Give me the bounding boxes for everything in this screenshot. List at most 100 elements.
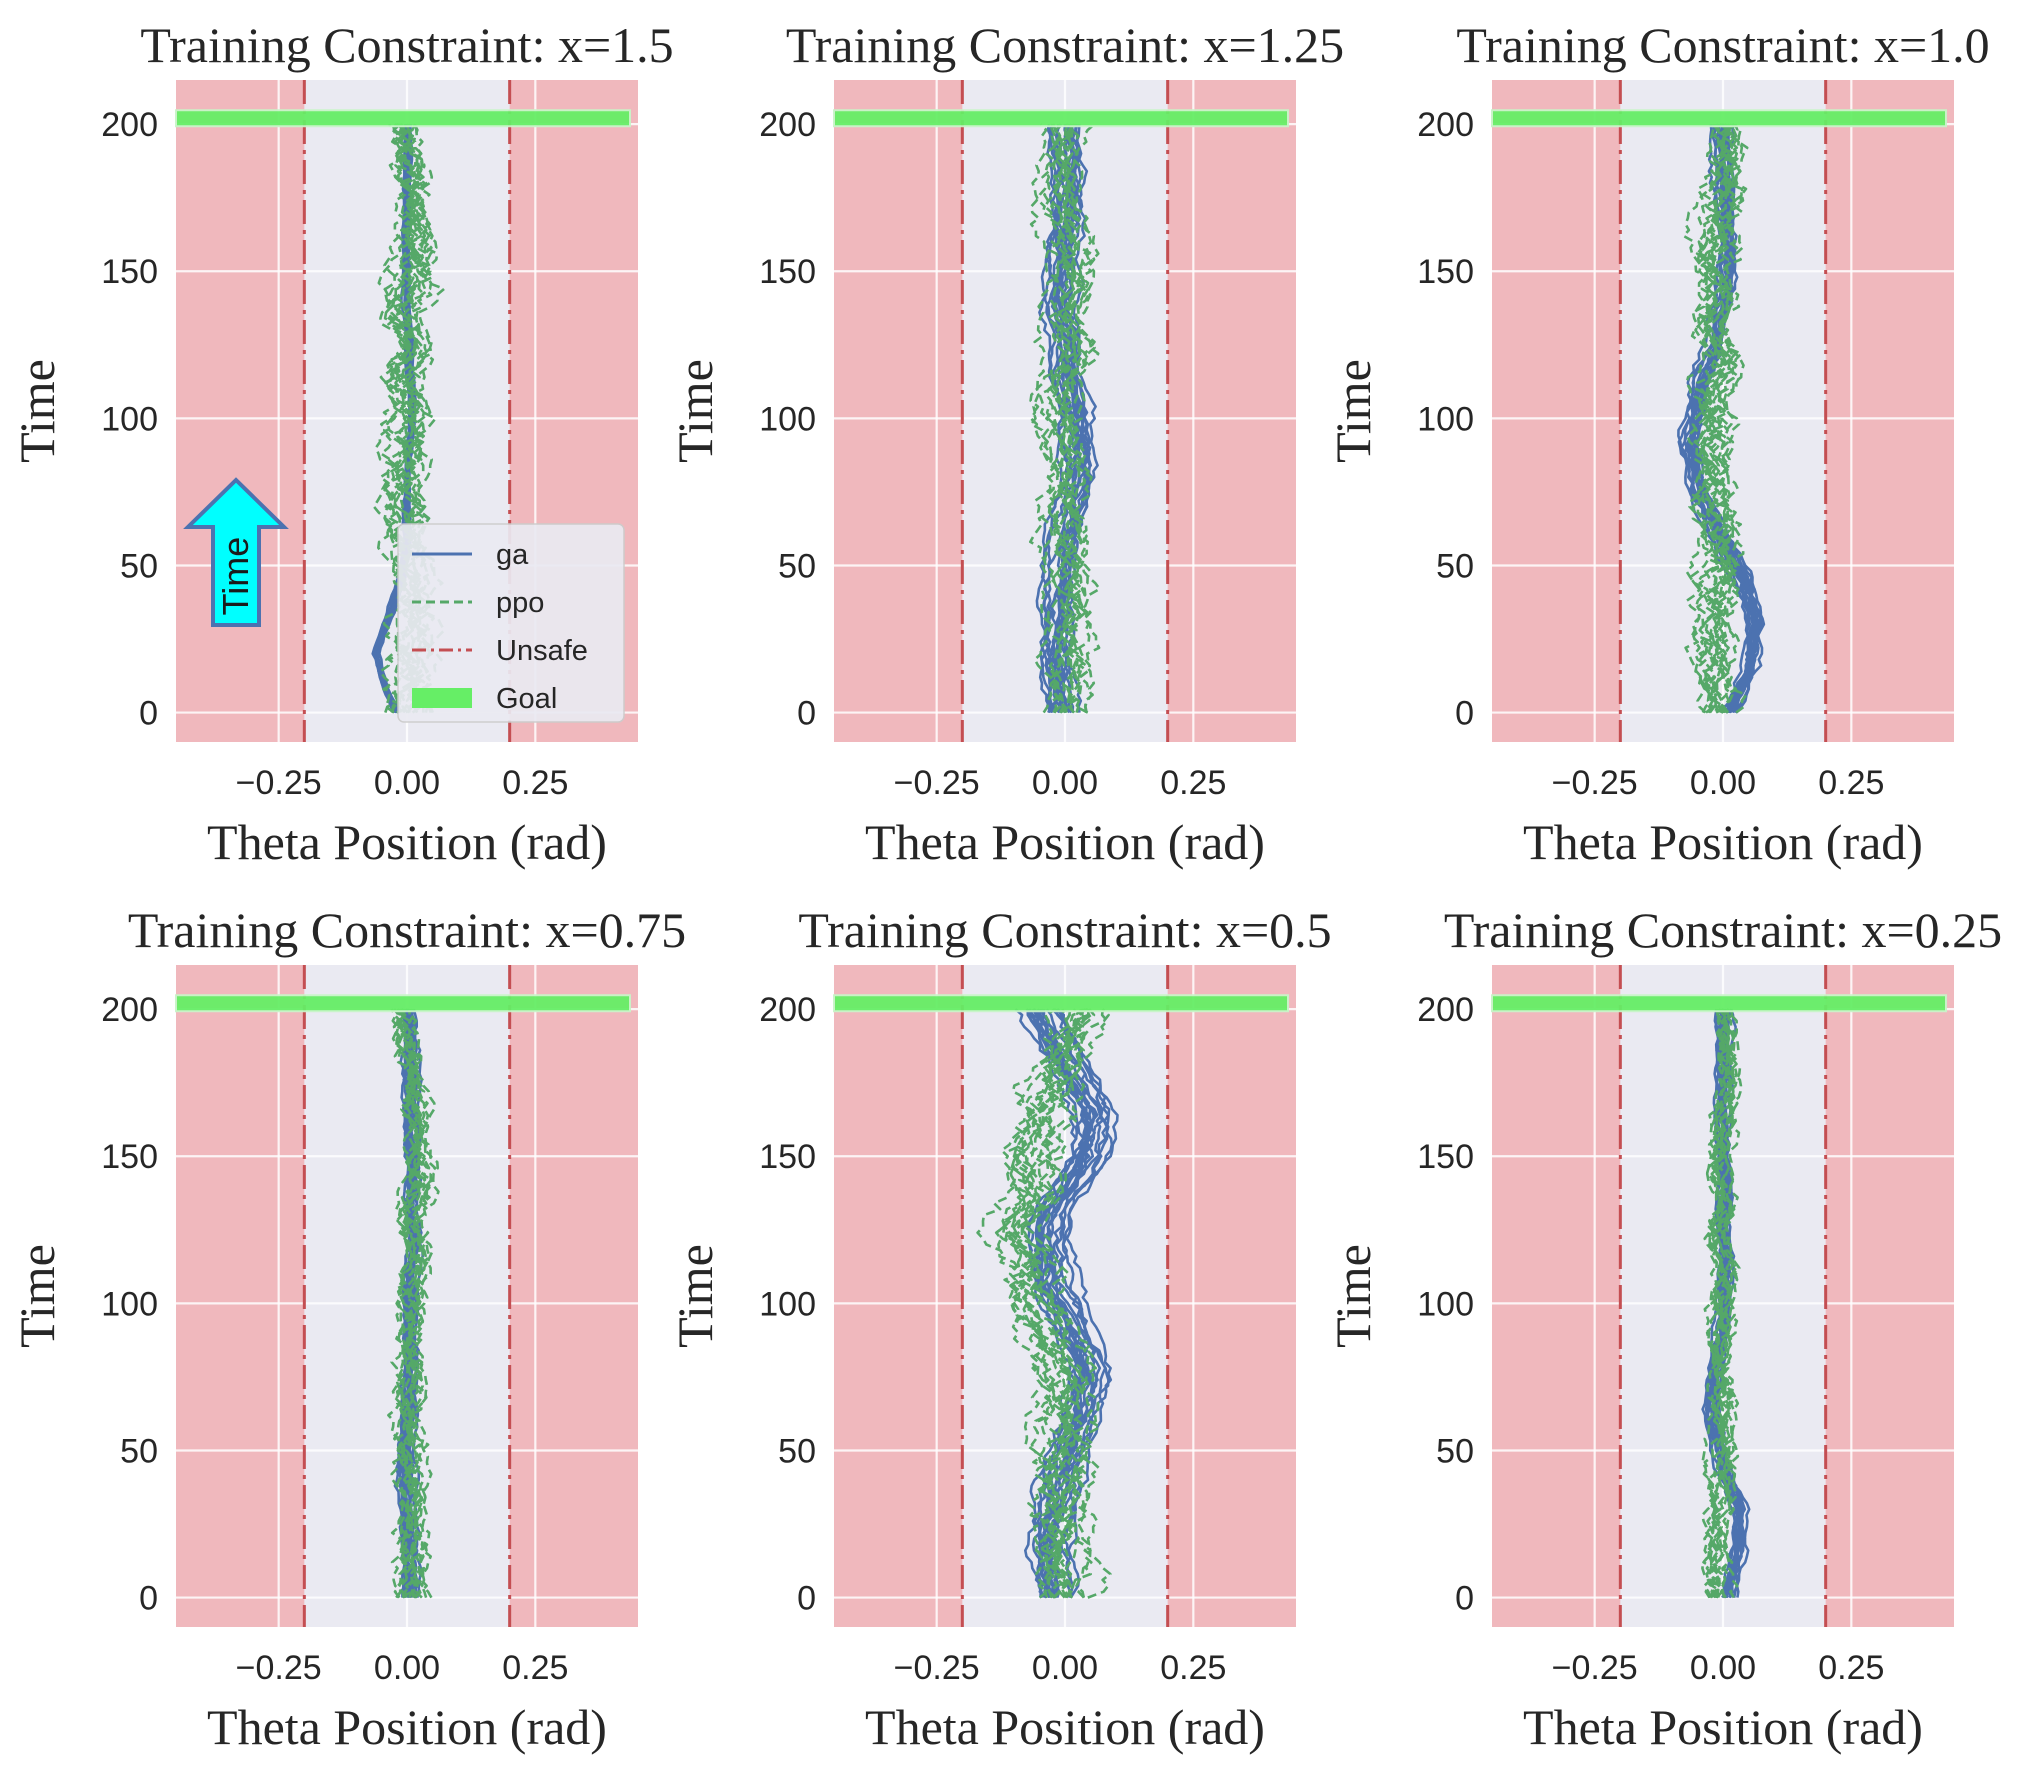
ppo-trajectory xyxy=(1029,123,1082,714)
ppo-trajectory xyxy=(395,1008,436,1599)
y-tick-label: 100 xyxy=(759,1285,816,1323)
unsafe-region-left xyxy=(1492,80,1621,742)
ppo-trajectory xyxy=(1700,123,1741,714)
y-tick-label: 50 xyxy=(1436,547,1474,585)
y-tick-label: 200 xyxy=(759,991,816,1029)
ppo-trajectory xyxy=(1708,1008,1743,1599)
y-axis-label: Time xyxy=(1325,359,1381,463)
y-tick-label: 200 xyxy=(101,106,158,144)
x-tick-label: −0.25 xyxy=(894,764,980,802)
y-tick-label: 200 xyxy=(101,991,158,1029)
subplot-6: Training Constraint: x=0.25 −0.25 0.00 0.25… xyxy=(1325,902,2002,1755)
y-tick-label: 100 xyxy=(1417,400,1474,438)
ga-trajectory xyxy=(1034,1008,1096,1599)
subplot-title: Training Constraint: x=0.5 xyxy=(798,902,1331,958)
trajectories xyxy=(1029,123,1101,714)
time-arrow-label: Time xyxy=(215,537,256,616)
x-tick-label: −0.25 xyxy=(1552,764,1638,802)
ppo-trajectory xyxy=(1713,1008,1739,1599)
ppo-trajectory xyxy=(1012,1008,1087,1599)
legend-box xyxy=(397,523,625,723)
unsafe-region-right xyxy=(509,965,638,1627)
y-axis-label: Time xyxy=(9,1244,65,1348)
trajectories xyxy=(976,1007,1119,1599)
trajectories xyxy=(1701,1008,1751,1599)
y-tick-label: 150 xyxy=(1417,253,1474,291)
y-tick-label: 100 xyxy=(1417,1285,1474,1323)
ppo-trajectory xyxy=(1033,123,1081,714)
x-tick-label: 0.25 xyxy=(1160,1649,1226,1687)
subplot-title: Training Constraint: x=1.5 xyxy=(140,17,673,73)
subplot-title: Training Constraint: x=0.75 xyxy=(128,902,686,958)
ppo-trajectory xyxy=(387,123,439,714)
y-tick-label: 0 xyxy=(797,695,816,733)
y-tick-label: 150 xyxy=(759,1138,816,1176)
x-tick-label: 0.00 xyxy=(1690,1649,1756,1687)
ppo-trajectory xyxy=(390,1008,429,1599)
ga-trajectory xyxy=(1048,1008,1110,1598)
ppo-trajectory xyxy=(1688,122,1739,714)
ppo-trajectory xyxy=(1696,123,1744,714)
x-tick-label: 0.00 xyxy=(374,764,440,802)
ppo-trajectory xyxy=(1697,123,1748,714)
y-tick-label: 100 xyxy=(101,400,158,438)
y-tick-label: 150 xyxy=(101,253,158,291)
x-tick-label: 0.25 xyxy=(502,1649,568,1687)
legend-label: Goal xyxy=(496,683,557,715)
unsafe-region-left xyxy=(834,80,963,742)
ga-trajectory xyxy=(1692,124,1766,714)
ppo-trajectory xyxy=(1012,1008,1089,1599)
ppo-trajectory xyxy=(1698,123,1748,714)
ppo-trajectory xyxy=(1047,123,1093,714)
subplot-5: Training Constraint: x=0.5 −0.25 0.00 0.25 0… xyxy=(667,902,1332,1755)
unsafe-region-right xyxy=(1825,965,1954,1627)
y-tick-label: 0 xyxy=(797,1580,816,1618)
subplot-4: Training Constraint: x=0.75 −0.25 0.00 0.25… xyxy=(9,902,686,1755)
goal-band xyxy=(833,994,1289,1013)
x-axis-label: Theta Position (rad) xyxy=(865,1699,1265,1755)
ppo-trajectory xyxy=(1697,123,1749,714)
y-axis-label: Time xyxy=(9,359,65,463)
ppo-trajectory xyxy=(397,1009,433,1599)
ga-trajectory xyxy=(1031,1008,1091,1598)
unsafe-region-left xyxy=(834,965,963,1627)
y-tick-label: 200 xyxy=(759,106,816,144)
unsafe-region-left xyxy=(176,965,305,1627)
x-tick-label: 0.00 xyxy=(1032,1649,1098,1687)
ppo-trajectory xyxy=(1050,123,1101,713)
y-tick-label: 150 xyxy=(101,1138,158,1176)
legend: ga ppo Unsafe Goal xyxy=(397,523,625,723)
x-tick-label: 0.25 xyxy=(1818,1649,1884,1687)
ppo-trajectory xyxy=(395,1008,432,1598)
x-axis-label: Theta Position (rad) xyxy=(1523,1699,1923,1755)
subplot-1: Training Constraint: x=1.5 −0.25 0.00 0.25 0… xyxy=(9,17,674,870)
time-arrow xyxy=(183,477,289,627)
subplot-3: Training Constraint: x=1.0 −0.25 0.00 0.25 0… xyxy=(1325,17,1990,870)
ppo-trajectory xyxy=(1691,123,1737,714)
y-axis-label: Time xyxy=(667,359,723,463)
y-tick-label: 0 xyxy=(139,695,158,733)
x-tick-label: −0.25 xyxy=(894,1649,980,1687)
ppo-trajectory xyxy=(1050,123,1089,714)
y-axis-label: Time xyxy=(1325,1244,1381,1348)
x-tick-label: 0.25 xyxy=(502,764,568,802)
ppo-trajectory xyxy=(394,1008,440,1599)
x-tick-label: 0.25 xyxy=(1160,764,1226,802)
ppo-trajectory xyxy=(1023,1008,1109,1599)
ppo-trajectory xyxy=(1008,1008,1085,1599)
x-tick-label: −0.25 xyxy=(236,764,322,802)
unsafe-region-left xyxy=(1492,965,1621,1627)
ppo-trajectory xyxy=(386,123,435,714)
y-tick-label: 50 xyxy=(1436,1432,1474,1470)
subplot-title: Training Constraint: x=0.25 xyxy=(1444,902,2002,958)
goal-band xyxy=(1491,994,1947,1013)
trajectories xyxy=(387,1008,440,1599)
x-axis-label: Theta Position (rad) xyxy=(865,814,1265,870)
ppo-trajectory xyxy=(976,1008,1089,1599)
subplot-2: Training Constraint: x=1.25 −0.25 0.00 0.25… xyxy=(667,17,1344,870)
x-tick-label: 0.00 xyxy=(374,1649,440,1687)
y-tick-label: 100 xyxy=(759,400,816,438)
goal-band xyxy=(175,109,631,128)
y-tick-label: 50 xyxy=(120,1432,158,1470)
ppo-trajectory xyxy=(1045,123,1096,713)
